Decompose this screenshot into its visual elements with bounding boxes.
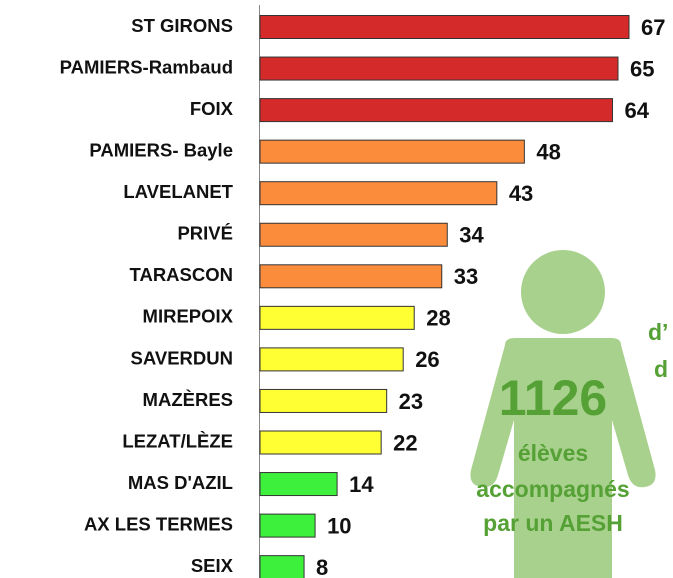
icon-body [470, 338, 656, 578]
bar [259, 98, 613, 123]
category-label: MAZÈRES [143, 389, 233, 410]
category-label: LEZAT/LÈZE [122, 430, 233, 451]
bar [259, 15, 630, 39]
category-label: FOIX [190, 98, 234, 119]
annotation: d [654, 356, 668, 382]
value-label: 67 [641, 15, 665, 40]
value-label: 28 [426, 306, 450, 331]
bar [259, 56, 619, 81]
category-label: PAMIERS- Bayle [89, 140, 233, 161]
category-label: MAS D'AZIL [128, 472, 233, 493]
bar [259, 430, 382, 455]
value-label: 33 [454, 264, 478, 289]
category-label: PAMIERS-Rambaud [60, 56, 233, 77]
bar [259, 181, 498, 206]
value-label: 65 [630, 56, 654, 81]
bar [259, 555, 305, 578]
category-label: ST GIRONS [131, 15, 233, 36]
bar [259, 264, 443, 289]
value-label: 10 [327, 513, 351, 538]
icon-head [521, 250, 605, 334]
value-label: 8 [316, 555, 328, 578]
bar [259, 305, 415, 330]
bar [259, 513, 316, 538]
annotation: élèves [518, 440, 588, 466]
category-label: AX LES TERMES [84, 513, 233, 534]
bar [259, 139, 525, 164]
value-label: 48 [536, 139, 560, 164]
category-label: LAVELANET [123, 181, 233, 202]
value-label: 26 [415, 347, 439, 372]
value-label: 22 [393, 430, 417, 455]
bar [259, 347, 404, 372]
annotation: par un AESH [483, 510, 623, 536]
value-label: 34 [459, 223, 484, 248]
value-label: 64 [624, 98, 649, 123]
category-label: SEIX [191, 555, 234, 576]
value-label: 43 [509, 181, 533, 206]
bar [259, 222, 448, 247]
annotation: accompagnés [476, 476, 629, 502]
category-label: PRIVÉ [177, 223, 233, 244]
total-label: 1126 [499, 370, 607, 426]
value-label: 14 [349, 472, 374, 497]
bar [259, 388, 388, 413]
category-label: MIREPOIX [143, 306, 234, 327]
category-label: TARASCON [130, 264, 233, 285]
value-label: 23 [399, 389, 423, 414]
person-icon [470, 250, 656, 578]
annotation: d’ [648, 319, 668, 345]
category-label: SAVERDUN [131, 347, 233, 368]
bar [259, 472, 338, 497]
